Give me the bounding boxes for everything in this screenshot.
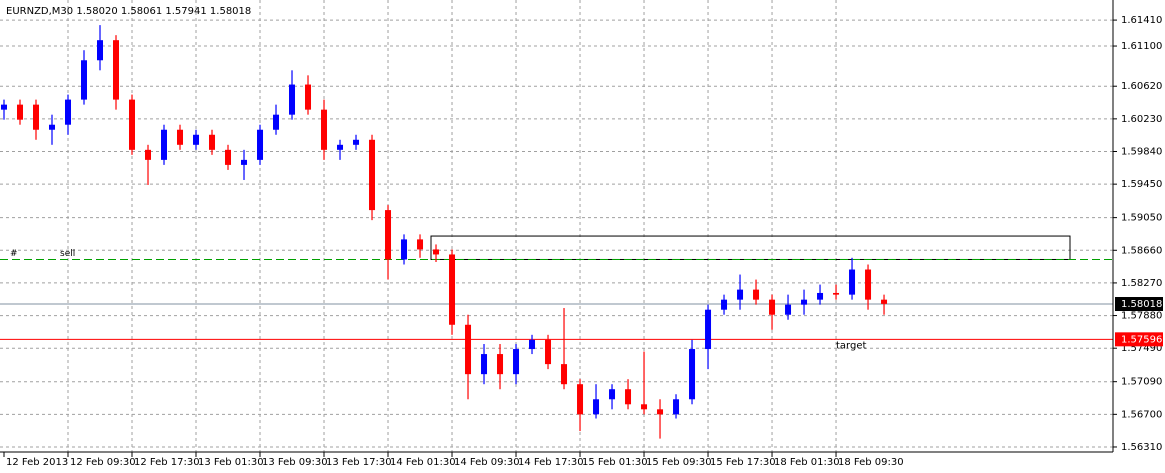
- candle-body: [721, 299, 728, 310]
- x-tick-label: 14 Feb 09:30: [454, 457, 520, 468]
- y-tick-label: 1.57490: [1121, 343, 1162, 354]
- current-price-tag: [1115, 297, 1163, 312]
- candle-body: [433, 249, 440, 255]
- y-tick-label: 1.59450: [1121, 179, 1162, 190]
- y-tick-label: 1.58660: [1121, 245, 1162, 256]
- candle-body: [369, 139, 376, 211]
- candle-body: [817, 292, 824, 300]
- x-tick-label: 13 Feb 09:30: [262, 457, 328, 468]
- y-tick-label: 1.60230: [1121, 114, 1162, 125]
- x-tick-label: 15 Feb 09:30: [646, 457, 712, 468]
- x-tick-label: 15 Feb 01:30: [582, 457, 648, 468]
- candle-body: [609, 389, 616, 400]
- candle-body: [417, 239, 424, 250]
- candle-body: [833, 292, 840, 295]
- candle-body: [385, 210, 392, 260]
- candle-body: [17, 104, 24, 120]
- y-tick-label: 1.56700: [1121, 409, 1162, 420]
- candle-body: [65, 99, 72, 125]
- y-tick-label: 1.59050: [1121, 213, 1162, 224]
- candle-body: [545, 339, 552, 365]
- candle-body: [465, 324, 472, 375]
- candle-body: [865, 269, 872, 300]
- target-price-label: 1.57596: [1121, 334, 1162, 345]
- candle-body: [289, 84, 296, 115]
- x-tick-label: 13 Feb 01:30: [198, 457, 264, 468]
- candle-body: [497, 354, 504, 375]
- candle-body: [449, 254, 456, 325]
- x-tick-label: 18 Feb 01:30: [774, 457, 840, 468]
- candle-body: [321, 109, 328, 150]
- target-price-tag: [1115, 332, 1163, 347]
- candle-body: [689, 349, 696, 400]
- candle-body: [177, 129, 184, 145]
- candle-body: [97, 40, 104, 61]
- candle-body: [849, 269, 856, 295]
- y-tick-label: 1.56310: [1121, 442, 1162, 453]
- candle-body: [273, 114, 280, 130]
- candle-body: [81, 60, 88, 100]
- candle-body: [705, 309, 712, 350]
- y-tick-label: 1.59840: [1121, 147, 1162, 158]
- sell-label: sell: [60, 249, 75, 259]
- candle-body: [561, 364, 568, 385]
- candle-body: [481, 354, 488, 375]
- sell-marker: #: [10, 249, 18, 259]
- candle-body: [33, 104, 40, 130]
- candle-body: [785, 304, 792, 315]
- x-tick-label: 12 Feb 17:30: [134, 457, 200, 468]
- candle-body: [129, 99, 136, 150]
- candle-body: [161, 129, 168, 160]
- y-tick-label: 1.57090: [1121, 377, 1162, 388]
- candle-body: [513, 349, 520, 375]
- x-tick-label: 12 Feb 2013: [6, 457, 68, 468]
- x-tick-label: 14 Feb 01:30: [390, 457, 456, 468]
- candle-body: [193, 134, 200, 145]
- candle-body: [577, 384, 584, 415]
- candle-body: [593, 399, 600, 415]
- candle-body: [1, 104, 8, 110]
- target-label: target: [836, 340, 866, 351]
- candle-body: [801, 299, 808, 305]
- x-tick-label: 14 Feb 17:30: [518, 457, 584, 468]
- candle-body: [625, 389, 632, 405]
- candle-body: [337, 144, 344, 150]
- candle-body: [529, 339, 536, 350]
- y-tick-label: 1.60620: [1121, 81, 1162, 92]
- candle-body: [113, 40, 120, 100]
- candle-body: [737, 289, 744, 300]
- candle-body: [769, 299, 776, 315]
- candle-body: [657, 409, 664, 415]
- candle-body: [225, 149, 232, 165]
- candle-body: [353, 139, 360, 145]
- chart-title: EURNZD,M30 1.58020 1.58061 1.57941 1.580…: [6, 6, 251, 17]
- candle-body: [673, 399, 680, 415]
- candle-body: [257, 129, 264, 160]
- candle-body: [753, 289, 760, 300]
- candle-body: [881, 299, 888, 304]
- candle-body: [241, 159, 248, 165]
- candle-body: [145, 149, 152, 160]
- y-tick-label: 1.57880: [1121, 311, 1162, 322]
- candle-body: [209, 134, 216, 150]
- x-tick-label: 13 Feb 17:30: [326, 457, 392, 468]
- y-tick-label: 1.61100: [1121, 41, 1162, 52]
- current-price-label: 1.58018: [1121, 299, 1162, 310]
- y-tick-label: 1.61410: [1121, 15, 1162, 26]
- candle-body: [49, 124, 56, 130]
- candle-body: [401, 239, 408, 260]
- candle-body: [641, 404, 648, 410]
- y-tick-label: 1.58270: [1121, 278, 1162, 289]
- x-tick-label: 12 Feb 09:30: [70, 457, 136, 468]
- candle-body: [305, 84, 312, 110]
- x-tick-label: 15 Feb 17:30: [710, 457, 776, 468]
- x-tick-label: 18 Feb 09:30: [838, 457, 904, 468]
